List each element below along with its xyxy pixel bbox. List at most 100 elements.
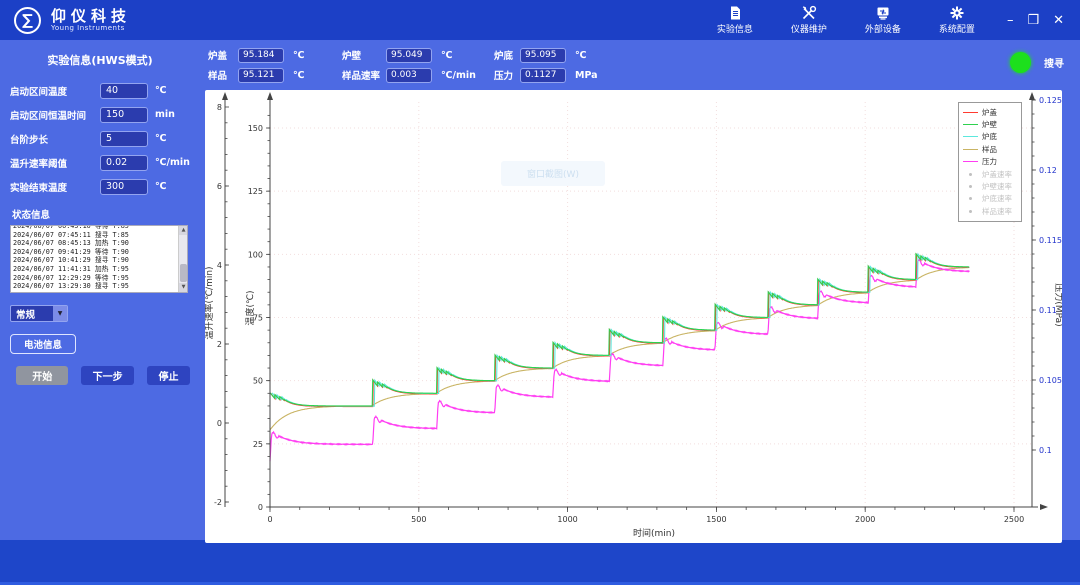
svg-text:1000: 1000: [557, 515, 577, 524]
legend-item-inactive[interactable]: 炉壁速率: [963, 180, 1017, 192]
legend-swatch: [963, 161, 978, 163]
scroll-down-icon[interactable]: ▼: [179, 283, 187, 292]
svg-text:0.105: 0.105: [1039, 376, 1062, 385]
next-step-button[interactable]: 下一步: [81, 366, 134, 385]
legend-item-active[interactable]: 炉底: [963, 131, 1017, 143]
legend-label: 炉底速率: [982, 194, 1012, 204]
svg-text:2500: 2500: [1004, 515, 1024, 524]
hold-time-input[interactable]: 150: [100, 106, 148, 123]
sidebar-title: 实验信息(HWS模式): [47, 54, 153, 67]
field-label: 台阶步长: [10, 134, 49, 146]
legend-label: 炉壁速率: [982, 182, 1012, 192]
legend-item-active[interactable]: 炉壁: [963, 118, 1017, 130]
field-label: 启动区间恒温时间: [10, 110, 87, 122]
live-readings-strip: 炉盖 95.184 ℃ 炉壁 95.049 ℃ 炉底 95.095 ℃ 样品 9…: [200, 40, 1080, 90]
furnace-lid-value: 95.184: [238, 47, 284, 63]
scroll-up-icon[interactable]: ▲: [179, 226, 187, 235]
status-log-entry[interactable]: 2024/06/07 08:45:13 加热 T:90: [13, 239, 129, 248]
field-label: 温升速率阈值: [10, 158, 68, 170]
field-row-end-temp: 实验结束温度 300 ℃: [10, 178, 190, 195]
readings-grid: 炉盖 95.184 ℃ 炉壁 95.049 ℃ 炉底 95.095 ℃ 样品 9…: [208, 45, 608, 85]
stop-button[interactable]: 停止: [146, 366, 190, 385]
legend-swatch: [963, 111, 978, 113]
field-row-start-temp: 启动区间温度 40 ℃: [10, 82, 190, 99]
status-log-entry[interactable]: 2024/06/07 13:29:30 搜寻 T:95: [13, 282, 129, 291]
status-led-icon: [1010, 52, 1031, 73]
status-log-entry[interactable]: 2024/06/07 12:29:29 等待 T:95: [13, 273, 129, 282]
pressure-unit: MPa: [575, 69, 598, 81]
document-icon: [727, 5, 743, 21]
furnace-lid-label: 炉盖: [208, 51, 228, 62]
svg-text:0: 0: [217, 419, 222, 428]
legend-item-active[interactable]: 样品: [963, 143, 1017, 155]
close-button[interactable]: ✕: [1053, 12, 1064, 28]
svg-text:温度(℃): 温度(℃): [244, 290, 256, 325]
tools-icon: [801, 5, 817, 21]
maximize-button[interactable]: ❒: [1027, 12, 1040, 28]
field-label: 启动区间温度: [10, 86, 68, 98]
menu-instrument-maintenance[interactable]: 仪器维护: [785, 5, 833, 35]
legend-item-inactive[interactable]: 样品速率: [963, 205, 1017, 217]
menu-system-config[interactable]: 系统配置: [933, 5, 981, 35]
legend-label: 炉壁: [982, 120, 997, 130]
status-log-entry[interactable]: 2024/06/07 11:41:31 加热 T:95: [13, 264, 129, 273]
svg-text:时间(min): 时间(min): [633, 527, 675, 539]
status-log-entry[interactable]: 2024/06/07 09:41:29 等待 T:90: [13, 247, 129, 256]
field-label: 实验结束温度: [10, 182, 68, 194]
battery-info-button[interactable]: 电池信息: [10, 334, 76, 354]
menu-external-devices[interactable]: 外部设备: [859, 5, 907, 35]
pressure-label: 压力: [494, 71, 514, 82]
sample-rate-label: 样品速率: [342, 71, 381, 82]
status-log-entry[interactable]: 2024/06/07 07:45:11 搜寻 T:85: [13, 230, 129, 239]
sample-rate-value: 0.003: [386, 67, 432, 83]
end-temp-input[interactable]: 300: [100, 178, 148, 195]
furnace-wall-value: 95.049: [386, 47, 432, 63]
rate-threshold-input[interactable]: 0.02: [100, 154, 148, 171]
status-log-listbox[interactable]: 2024/06/07 06:45:10 等待 T:85 2024/06/07 07…: [10, 225, 188, 293]
status-log-entry[interactable]: 2024/06/07 06:45:10 等待 T:85: [13, 225, 129, 230]
svg-text:2000: 2000: [855, 515, 875, 524]
window-controls: – ❒ ✕: [1007, 14, 1064, 27]
field-unit: min: [155, 109, 175, 120]
brand-subtitle: Young Instruments: [51, 23, 125, 32]
legend-item-inactive[interactable]: 炉底速率: [963, 193, 1017, 205]
svg-text:-2: -2: [214, 498, 222, 507]
titlebar: ∑ 仰仪科技 Young Instruments 实验信息 仪器维护 外部设备: [0, 0, 1080, 40]
status-log-entry[interactable]: 2024/06/07 10:41:29 搜寻 T:90: [13, 256, 129, 265]
svg-text:0: 0: [258, 503, 263, 512]
legend-label: 炉盖: [982, 107, 997, 117]
svg-text:0.12: 0.12: [1039, 166, 1057, 175]
minimize-button[interactable]: –: [1006, 12, 1014, 28]
pressure-value: 0.1127: [520, 67, 566, 83]
menu-experiment-info[interactable]: 实验信息: [711, 5, 759, 35]
step-size-input[interactable]: 5: [100, 130, 148, 147]
mode-select[interactable]: 常规 ▼: [10, 305, 68, 322]
start-button[interactable]: 开始: [16, 366, 69, 385]
svg-text:2: 2: [217, 340, 222, 349]
field-row-step-size: 台阶步长 5 ℃: [10, 130, 190, 147]
brand-name: 仰仪科技: [51, 6, 132, 25]
listbox-scrollbar[interactable]: ▲ ▼: [178, 226, 187, 292]
legend-item-active[interactable]: 炉盖: [963, 106, 1017, 118]
device-icon: [875, 5, 891, 21]
field-row-rate-threshold: 温升速率阈值 0.02 ℃/min: [10, 154, 190, 171]
svg-text:500: 500: [411, 515, 426, 524]
action-buttons: 开始 下一步 停止: [10, 366, 190, 385]
furnace-bottom-unit: ℃: [575, 49, 587, 61]
furnace-wall-unit: ℃: [441, 49, 453, 61]
field-row-hold-time: 启动区间恒温时间 150 min: [10, 106, 190, 123]
svg-text:0: 0: [267, 515, 272, 524]
legend-item-inactive[interactable]: 炉盖速率: [963, 168, 1017, 180]
run-state-indicator: 搜寻: [1010, 52, 1064, 73]
legend-swatch: [963, 148, 978, 150]
scrollbar-thumb[interactable]: [180, 264, 187, 282]
legend-swatch: [969, 209, 972, 213]
legend-swatch: [969, 185, 972, 189]
svg-text:6: 6: [217, 182, 222, 191]
legend-item-active[interactable]: 压力: [963, 156, 1017, 168]
chevron-down-icon[interactable]: ▼: [53, 306, 67, 321]
start-temp-input[interactable]: 40: [100, 82, 148, 99]
temperature-pressure-chart[interactable]: -2 0 2 4 6 8 温升速率(℃/min) 0 25 50 75 100 125 150 温度(℃) 0…: [205, 90, 1062, 543]
svg-text:50: 50: [253, 377, 263, 386]
svg-text:125: 125: [248, 187, 263, 196]
